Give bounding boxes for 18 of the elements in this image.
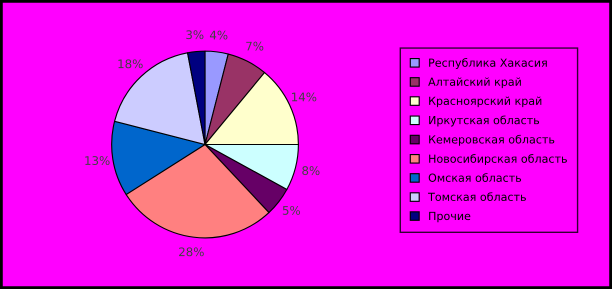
- data-label: 7%: [246, 42, 264, 51]
- data-label: 28%: [179, 247, 204, 256]
- data-label: 8%: [302, 166, 320, 176]
- legend-label: Новосибирская область: [429, 154, 567, 166]
- legend-label: Алтайский край: [428, 77, 521, 88]
- legend-label: Кемеровская область: [429, 134, 554, 146]
- legend-label: Томская область: [428, 192, 526, 202]
- legend-label: Красноярский край: [429, 96, 542, 108]
- data-label: 13%: [85, 156, 110, 166]
- legend-label: Иркутская область: [429, 116, 540, 126]
- legend-label: Прочие: [429, 212, 470, 222]
- legend-label: Республика Хакасия: [429, 58, 547, 70]
- data-label: 4%: [210, 30, 228, 40]
- data-label: 18%: [118, 59, 143, 68]
- data-label: 5%: [282, 206, 300, 215]
- data-label: 3%: [186, 30, 204, 40]
- data-label: 14%: [292, 92, 316, 102]
- legend-label: Омская область: [428, 173, 522, 182]
